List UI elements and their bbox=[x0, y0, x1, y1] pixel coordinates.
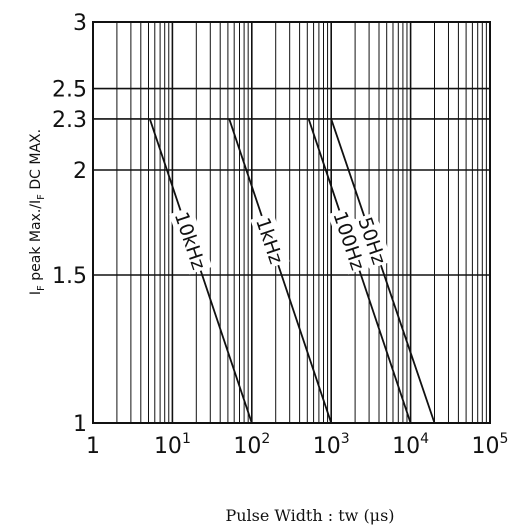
series-line bbox=[330, 118, 436, 424]
x-tick-label: 1 bbox=[86, 434, 100, 459]
series-label: 1kHz bbox=[251, 215, 287, 267]
x-tick-label: 104 bbox=[392, 431, 429, 459]
series-line bbox=[228, 118, 333, 424]
series-label-background bbox=[327, 206, 371, 275]
series-label-group: 10kHz bbox=[169, 206, 213, 275]
x-axis-label: Pulse Width : tw (μs) bbox=[225, 506, 394, 525]
x-tick-label: 103 bbox=[313, 431, 350, 459]
series-label: 10kHz bbox=[170, 209, 210, 272]
y-tick-label: 2.3 bbox=[52, 108, 87, 133]
y-axis-label: IF peak Max./IF DC MAX. bbox=[28, 129, 47, 295]
x-tick-labels: 1 101 102 103 104 105 bbox=[86, 431, 508, 459]
series-line bbox=[148, 118, 253, 424]
series-label-group: 1kHz bbox=[250, 212, 290, 270]
series-lines bbox=[148, 118, 436, 424]
y-tick-label: 2.5 bbox=[52, 78, 87, 103]
series-label-background bbox=[169, 206, 213, 275]
y-tick-label: 1 bbox=[73, 412, 87, 437]
series-label-background bbox=[352, 212, 393, 270]
y-tick-label: 1.5 bbox=[52, 264, 87, 289]
y-tick-label: 2 bbox=[73, 159, 87, 184]
series-label-background bbox=[250, 212, 290, 270]
plot-border bbox=[92, 21, 491, 424]
y-tick-label: 3 bbox=[73, 11, 87, 36]
plot-frame bbox=[92, 21, 491, 424]
grid bbox=[93, 22, 490, 423]
x-tick-label: 102 bbox=[233, 431, 270, 459]
x-tick-label: 101 bbox=[154, 431, 191, 459]
series-line bbox=[307, 118, 412, 424]
x-tick-label: 105 bbox=[472, 431, 509, 459]
y-tick-labels: 1 1.5 2 2.3 2.5 3 bbox=[52, 11, 87, 437]
